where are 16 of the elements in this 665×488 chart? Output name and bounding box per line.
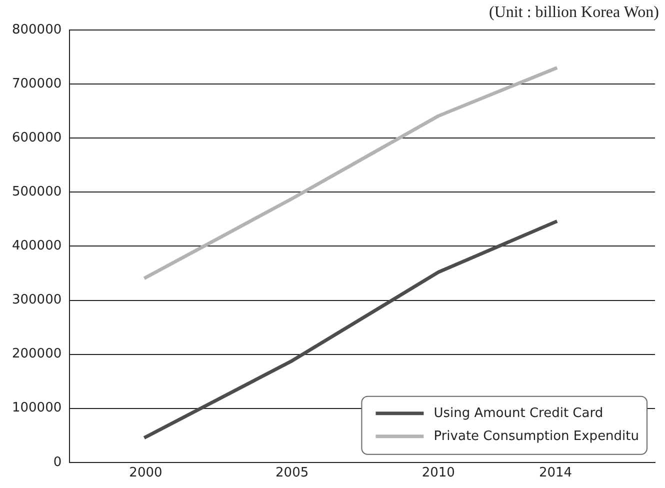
x-tick-label: 2014 (538, 466, 572, 481)
y-tick-label: 0 (53, 454, 62, 470)
text: (Unit : billion Korea Won) (489, 4, 659, 22)
legend-label: Using Amount Credit Card (434, 406, 604, 421)
y-tick-label: 100000 (12, 400, 62, 416)
y-tick-label: 300000 (12, 292, 62, 308)
y-tick-label: 400000 (12, 238, 62, 254)
y-tick-label: 700000 (12, 76, 62, 92)
x-tick-label: 2000 (129, 466, 162, 481)
y-tick-label: 600000 (12, 130, 62, 146)
y-tick-label: 500000 (12, 184, 62, 200)
x-tick-label: 2010 (422, 466, 455, 481)
y-tick-label: 800000 (12, 22, 62, 38)
x-tick-label: 2005 (276, 466, 309, 481)
legend-label: Private Consumption Expenditu (434, 428, 640, 444)
y-tick-label: 200000 (12, 346, 62, 362)
